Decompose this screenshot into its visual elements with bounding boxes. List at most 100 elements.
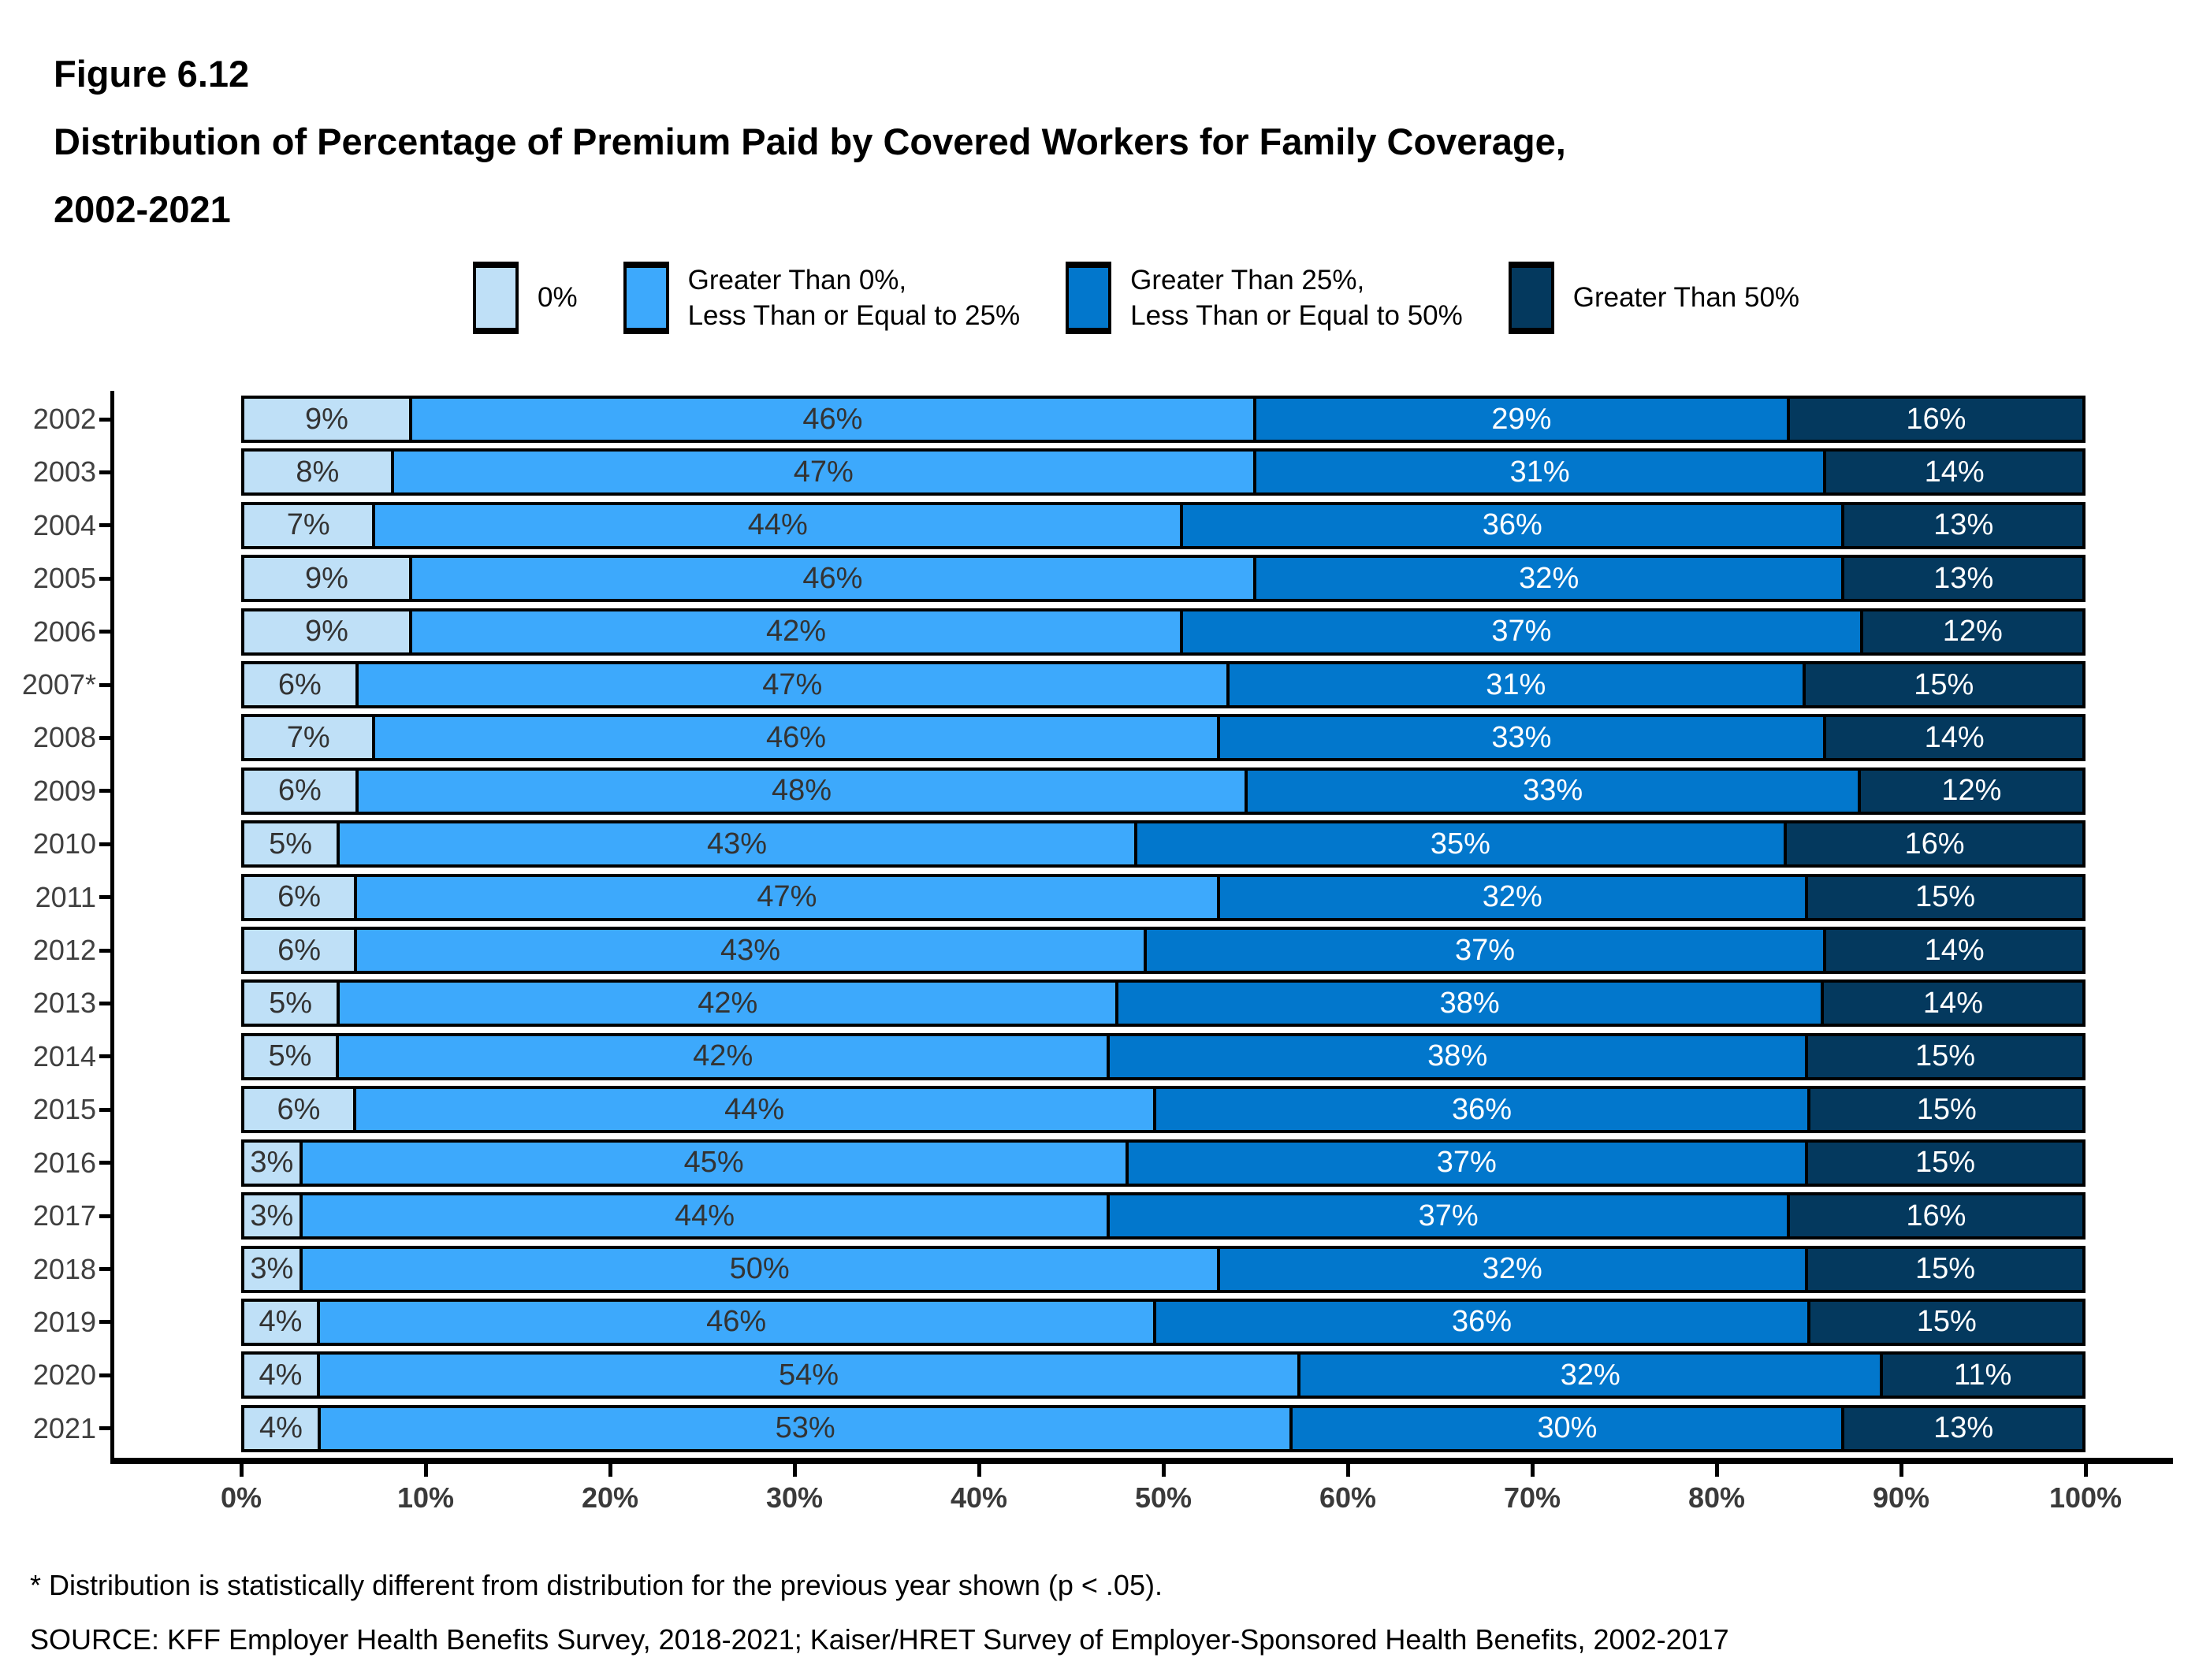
year-label: 2009 xyxy=(32,774,96,807)
year-label: 2005 xyxy=(32,562,96,595)
legend-label-gt25-le50: Greater Than 25%, Less Than or Equal to … xyxy=(1130,262,1463,334)
bar-segment: 32% xyxy=(1253,555,1845,603)
bar-segment: 44% xyxy=(352,1086,1156,1134)
legend-label-gt50: Greater Than 50% xyxy=(1573,280,1799,316)
bar-segment: 9% xyxy=(241,555,412,603)
legend-swatch-0pct xyxy=(473,262,519,334)
bar-row-2004: 7% 44% 36% 13% xyxy=(241,501,2086,549)
bar-segment: 3% xyxy=(241,1192,303,1240)
year-label: 2012 xyxy=(32,934,96,967)
year-label: 2014 xyxy=(32,1039,96,1072)
bar-segment: 6% xyxy=(241,661,359,709)
bar-segment: 54% xyxy=(316,1351,1301,1399)
y-tick xyxy=(99,448,110,496)
bar-segment: 7% xyxy=(241,501,376,549)
bar-segment: 5% xyxy=(241,1032,339,1080)
y-tick xyxy=(99,1246,110,1293)
bar-row-2005: 9% 46% 32% 13% xyxy=(241,555,2086,603)
bar-segment: 37% xyxy=(1143,927,1827,975)
x-tick-label: 70% xyxy=(1503,1481,1561,1514)
x-tick-label: 0% xyxy=(220,1481,262,1514)
y-tick xyxy=(99,874,110,921)
year-label: 2019 xyxy=(32,1305,96,1338)
x-tick xyxy=(793,1464,797,1477)
bar-segment: 16% xyxy=(1786,396,2086,443)
bar-segment: 30% xyxy=(1289,1404,1845,1452)
bar-segment: 32% xyxy=(1297,1351,1884,1399)
bar-segment: 42% xyxy=(336,1032,1111,1080)
bar-segment: 37% xyxy=(1125,1139,1808,1187)
x-tick xyxy=(1899,1464,1903,1477)
bar-segment: 38% xyxy=(1115,979,1824,1028)
bar-segment: 13% xyxy=(1841,555,2086,603)
y-tick xyxy=(99,927,110,974)
year-label: 2020 xyxy=(32,1358,96,1392)
bar-row-2020: 4% 54% 32% 11% xyxy=(241,1351,2086,1399)
bar-segment: 44% xyxy=(372,501,1184,549)
bar-segment: 5% xyxy=(241,820,340,868)
y-tick xyxy=(99,1139,110,1187)
year-label: 2010 xyxy=(32,827,96,860)
year-label: 2016 xyxy=(32,1146,96,1179)
legend-label-line: Less Than or Equal to 50% xyxy=(1130,300,1463,331)
y-tick xyxy=(99,555,110,602)
bar-row-2007: 6% 47% 31% 15% xyxy=(241,661,2086,709)
bar-segment: 4% xyxy=(241,1298,320,1346)
bar-segment: 29% xyxy=(1253,396,1790,443)
year-label: 2008 xyxy=(32,721,96,754)
legend-label-line: Greater Than 50% xyxy=(1572,282,1800,314)
y-tick xyxy=(99,820,110,868)
bar-segment: 14% xyxy=(1823,927,2086,975)
x-tick-label: 50% xyxy=(1134,1481,1193,1514)
legend-label-line: 0% xyxy=(538,282,578,314)
bar-segment: 4% xyxy=(241,1351,320,1399)
bar-segment: 50% xyxy=(299,1245,1220,1293)
bar-row-2009: 6% 48% 33% 12% xyxy=(241,767,2086,815)
y-tick xyxy=(99,661,110,708)
bar-segment: 32% xyxy=(1216,1245,1808,1293)
bar-segment: 47% xyxy=(354,873,1220,921)
bar-segment: 37% xyxy=(1180,608,1863,656)
bar-segment: 35% xyxy=(1133,820,1788,868)
x-tick-label: 40% xyxy=(950,1481,1008,1514)
bar-segment: 45% xyxy=(299,1139,1129,1187)
x-tick-label: 60% xyxy=(1319,1481,1377,1514)
bar-segment: 6% xyxy=(241,873,358,921)
x-tick-label: 10% xyxy=(396,1481,455,1514)
bar-row-2017: 3% 44% 37% 16% xyxy=(241,1192,2086,1240)
legend-swatch-gt50 xyxy=(1508,262,1554,334)
legend-label-gt0-le25: Greater Than 0%, Less Than or Equal to 2… xyxy=(688,262,1021,334)
year-label: 2011 xyxy=(35,880,96,913)
bar-segment: 46% xyxy=(316,1298,1156,1346)
legend-label-line: Less Than or Equal to 25% xyxy=(687,300,1021,331)
bar-segment: 46% xyxy=(372,714,1220,762)
bar-segment: 33% xyxy=(1245,767,1861,815)
bar-row-2018: 3% 50% 32% 15% xyxy=(241,1245,2086,1293)
x-tick-label: 20% xyxy=(581,1481,639,1514)
bar-segment: 16% xyxy=(1784,820,2086,868)
legend-item-0pct: 0% xyxy=(473,262,578,334)
bar-row-2002: 9% 46% 29% 16% xyxy=(241,396,2086,443)
bar-segment: 43% xyxy=(337,820,1137,868)
bar-segment: 6% xyxy=(241,767,359,815)
x-tick xyxy=(1346,1464,1350,1477)
year-label: 2006 xyxy=(32,615,96,648)
bar-row-2008: 7% 46% 33% 14% xyxy=(241,714,2086,762)
bar-segment: 4% xyxy=(241,1404,321,1452)
year-label: 2018 xyxy=(32,1252,96,1285)
y-tick xyxy=(99,1033,110,1080)
bar-row-2015: 6% 44% 36% 15% xyxy=(241,1086,2086,1134)
footnotes: * Distribution is statistically differen… xyxy=(30,1571,1729,1680)
bar-segment: 14% xyxy=(1823,714,2086,762)
footnote-source: SOURCE: KFF Employer Health Benefits Sur… xyxy=(30,1623,1729,1656)
x-tick-label: 100% xyxy=(2048,1481,2123,1514)
x-tick-label: 90% xyxy=(1872,1481,1930,1514)
bar-segment: 14% xyxy=(1820,979,2086,1028)
bar-segment: 48% xyxy=(355,767,1248,815)
y-tick xyxy=(99,1192,110,1240)
bar-segment: 53% xyxy=(317,1404,1293,1452)
y-axis-labels: 2002 2003 2004 2005 2006 2007* 2008 2009 2010 201… xyxy=(0,396,96,1452)
bar-segment: 9% xyxy=(241,608,412,656)
bar-segment: 6% xyxy=(241,1086,356,1134)
